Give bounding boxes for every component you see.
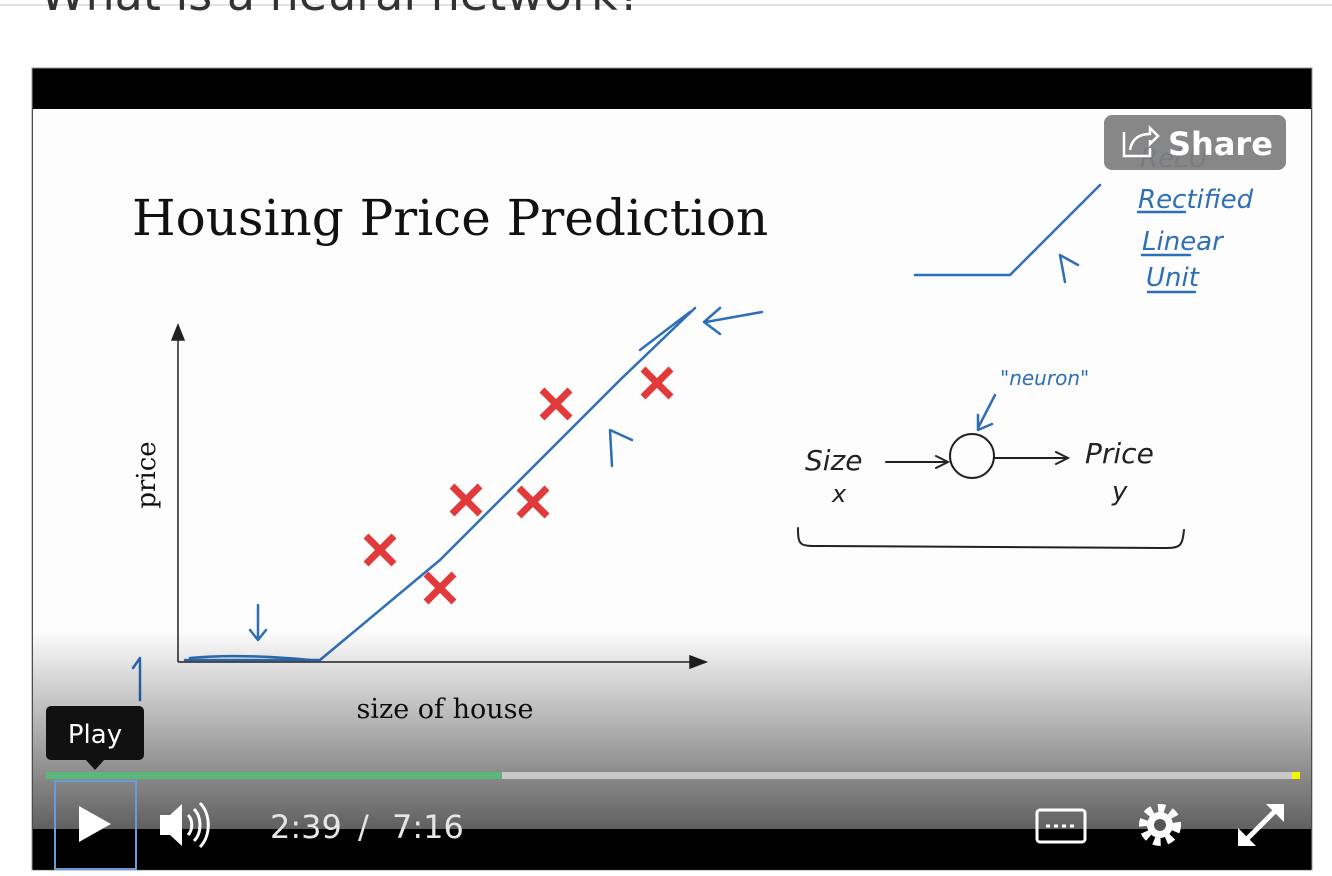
annotation-unit: Unit — [1146, 263, 1200, 293]
annotation-rectified: Rectified — [1138, 185, 1254, 215]
volume-button[interactable] — [160, 801, 210, 849]
neuron-input: Size — [805, 444, 862, 477]
settings-button[interactable] — [1139, 804, 1181, 846]
progress-played — [46, 772, 502, 779]
page-heading: What is a neural network? — [40, 0, 642, 21]
annotation-neuron: "neuron" — [1000, 366, 1089, 390]
duration: 7:16 — [392, 808, 464, 846]
play-tooltip: Play — [46, 706, 144, 770]
share-label: Share — [1168, 125, 1273, 163]
time-separator: / — [358, 808, 369, 846]
neuron-diagram — [797, 433, 1185, 550]
relu-underlines — [1058, 210, 1197, 294]
annotation-linear: Linear — [1142, 227, 1225, 257]
neuron-input-symbol: x — [831, 480, 847, 508]
relu-sketch — [913, 183, 1102, 277]
tooltip-label: Play — [68, 720, 122, 750]
current-time: 2:39 — [270, 808, 342, 846]
fullscreen-button[interactable] — [1238, 804, 1284, 846]
data-points — [363, 366, 674, 605]
neuron-output-symbol: y — [1111, 477, 1128, 507]
neuron-pointer — [976, 393, 997, 432]
share-button[interactable]: Share — [1104, 115, 1286, 170]
progress-marker — [1292, 772, 1300, 779]
controls-shade — [33, 630, 1311, 870]
play-button[interactable] — [54, 780, 137, 870]
neuron-output: Price — [1085, 437, 1154, 470]
slide-title: Housing Price Prediction — [132, 189, 768, 247]
y-axis-label: price — [132, 441, 162, 508]
progress-bar[interactable] — [46, 772, 1300, 779]
video-player: Housing Price Prediction price size of h… — [31, 67, 1313, 871]
captions-button[interactable] — [1035, 808, 1087, 844]
